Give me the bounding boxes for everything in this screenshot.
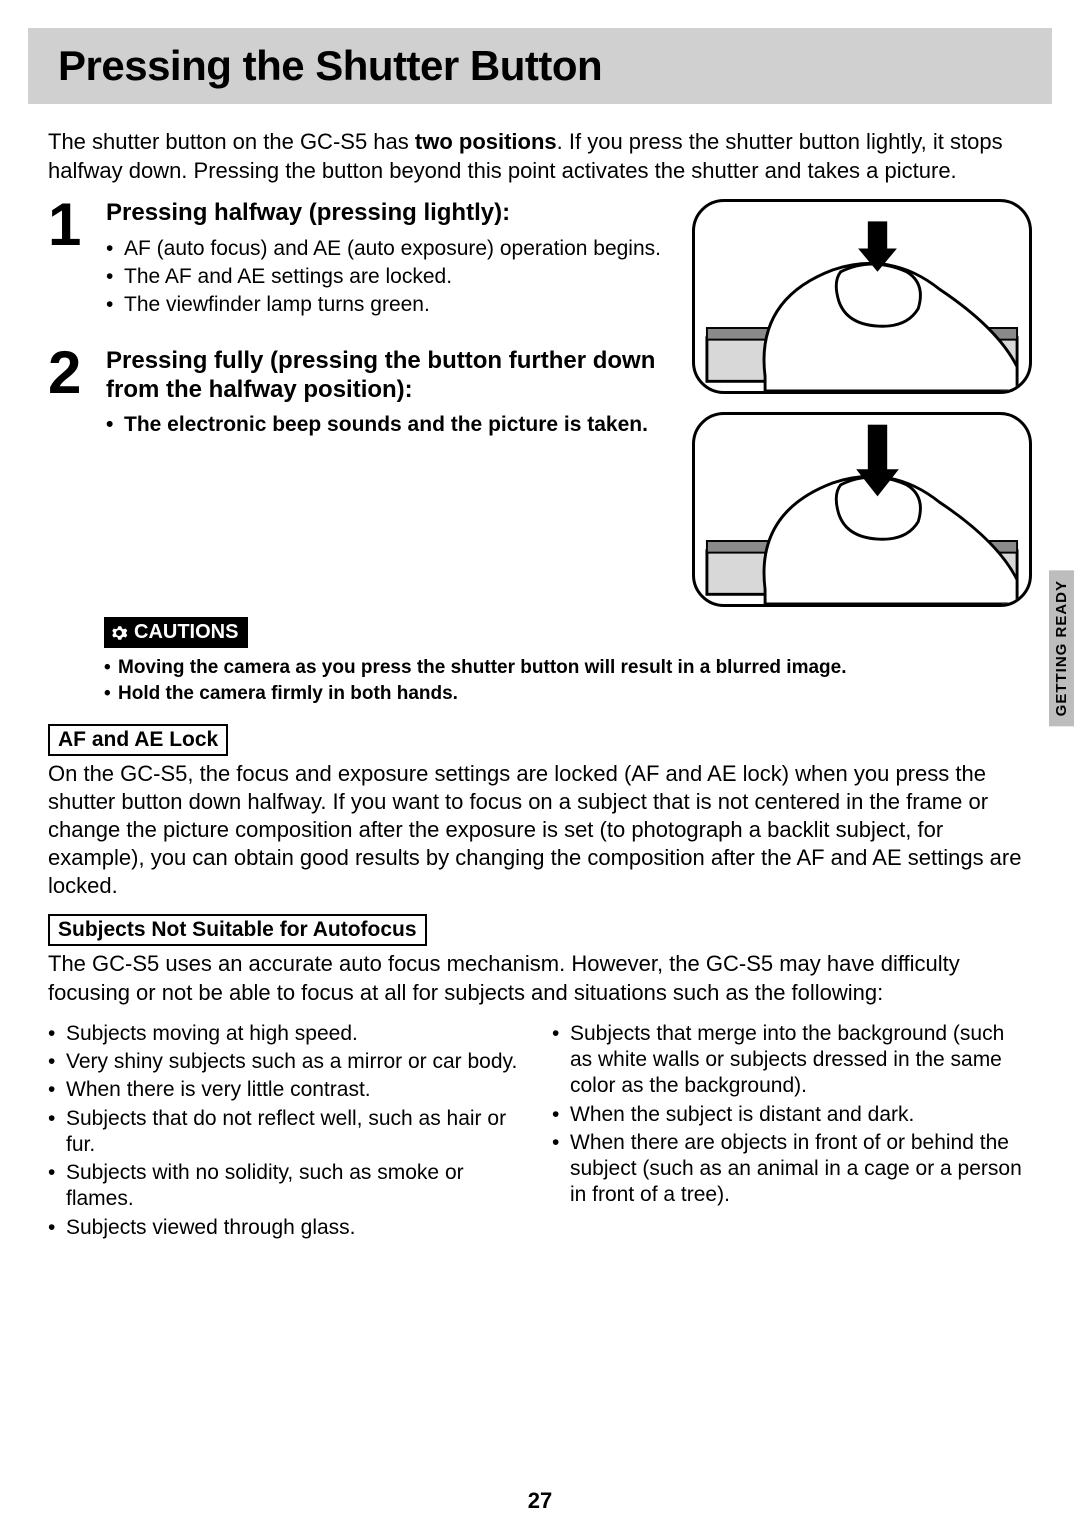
steps-row: 1 Pressing halfway (pressing lightly): A… [48,199,1032,607]
cautions-block: CAUTIONS Moving the camera as you press … [48,617,1032,706]
list-item: When there are objects in front of or be… [552,1130,1032,1209]
page-title: Pressing the Shutter Button [58,42,1022,90]
step-1: 1 Pressing halfway (pressing lightly): A… [48,199,672,321]
step-2-list: The electronic beep sounds and the pictu… [106,412,672,438]
list-item: Subjects with no solidity, such as smoke… [48,1160,528,1213]
list-item: When there is very little contrast. [48,1077,528,1103]
list-item: When the subject is distant and dark. [552,1102,1032,1128]
step-body: Pressing fully (pressing the button furt… [106,347,672,441]
illustration-half-press [692,199,1032,394]
list-item: Hold the camera firmly in both hands. [104,682,1032,706]
step-body: Pressing halfway (pressing lightly): AF … [106,199,672,321]
step-1-list: AF (auto focus) and AE (auto exposure) o… [106,236,672,319]
list-item: Moving the camera as you press the shutt… [104,656,1032,680]
step-title: Pressing fully (pressing the button furt… [106,347,672,405]
list-item: Subjects that do not reflect well, such … [48,1106,528,1159]
list-item: Very shiny subjects such as a mirror or … [48,1049,528,1075]
section-af-ae-lock: AF and AE Lock On the GC-S5, the focus a… [48,724,1032,901]
step-number: 2 [48,347,92,441]
list-item: The AF and AE settings are locked. [106,264,672,290]
intro-paragraph: The shutter button on the GC-S5 has two … [48,128,1032,185]
box-heading: Subjects Not Suitable for Autofocus [48,914,427,946]
list-item: Subjects that merge into the background … [552,1021,1032,1100]
box-heading: AF and AE Lock [48,724,228,756]
intro-bold: two positions [415,129,557,154]
cautions-list: Moving the camera as you press the shutt… [104,656,1032,706]
list-item: AF (auto focus) and AE (auto exposure) o… [106,236,672,262]
page-number: 27 [0,1488,1080,1514]
cautions-label: CAUTIONS [104,617,248,648]
list-item: Subjects moving at high speed. [48,1021,528,1047]
list-item: Subjects viewed through glass. [48,1215,528,1241]
intro-pre: The shutter button on the GC-S5 has [48,129,415,154]
gear-icon [110,624,128,642]
autofocus-right-list: Subjects that merge into the background … [552,1021,1032,1243]
step-number: 1 [48,199,92,321]
step-title: Pressing halfway (pressing lightly): [106,199,672,228]
section-autofocus: Subjects Not Suitable for Autofocus The … [48,914,1032,1242]
section-text: The GC-S5 uses an accurate auto focus me… [48,950,1032,1006]
list-item: The electronic beep sounds and the pictu… [106,412,672,438]
section-text: On the GC-S5, the focus and exposure set… [48,760,1032,901]
illustration-full-press [692,412,1032,607]
step-2: 2 Pressing fully (pressing the button fu… [48,347,672,441]
cautions-label-text: CAUTIONS [134,621,238,644]
autofocus-columns: Subjects moving at high speed. Very shin… [48,1021,1032,1243]
steps-column: 1 Pressing halfway (pressing lightly): A… [48,199,672,607]
autofocus-left-list: Subjects moving at high speed. Very shin… [48,1021,528,1243]
illustration-column [692,199,1032,607]
side-tab: GETTING READY [1049,570,1074,726]
title-bar: Pressing the Shutter Button [28,28,1052,104]
list-item: The viewfinder lamp turns green. [106,292,672,318]
